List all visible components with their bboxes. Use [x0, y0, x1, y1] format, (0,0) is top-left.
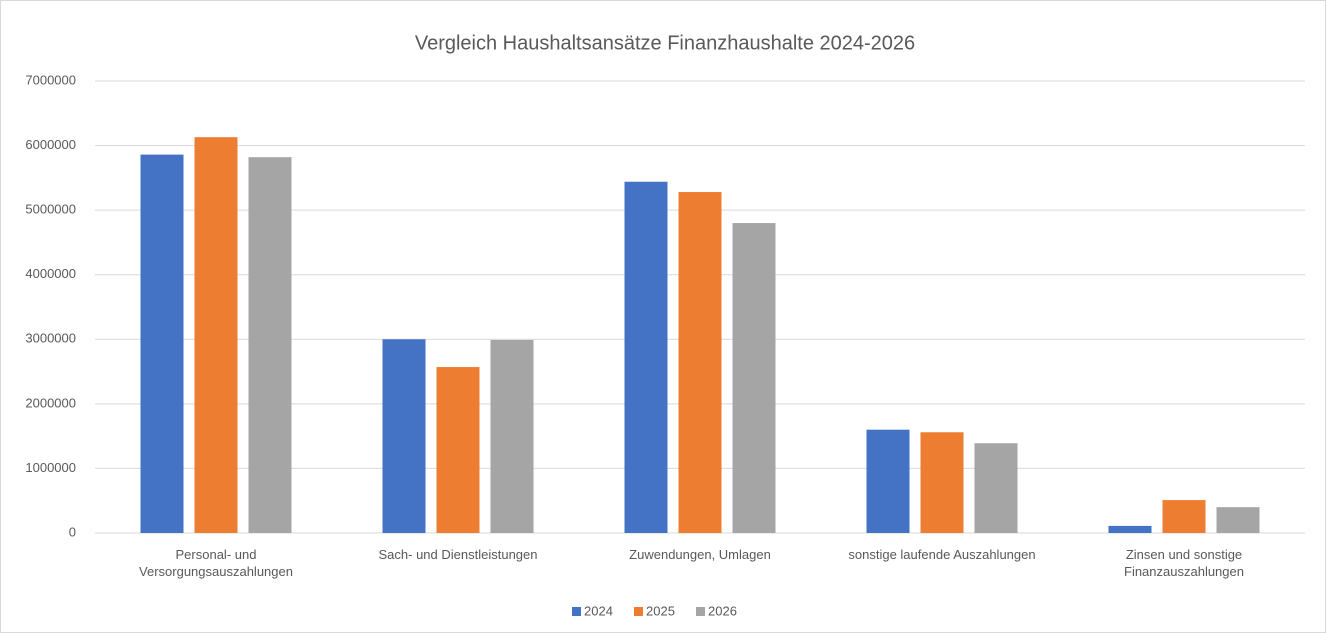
x-tick-label: Zinsen und sonstige Finanzauszahlungen	[1124, 547, 1244, 579]
chart-title: Vergleich Haushaltsansätze Finanzhaushal…	[415, 32, 915, 54]
y-tick-label: 1000000	[25, 460, 76, 475]
bar	[490, 339, 534, 533]
y-tick-label: 5000000	[25, 202, 76, 217]
bar	[194, 137, 238, 534]
legend-label: 2026	[708, 603, 737, 618]
bar	[678, 192, 722, 533]
y-tick-label: 7000000	[25, 72, 76, 87]
bar	[436, 367, 480, 533]
y-tick-label: 2000000	[25, 395, 76, 410]
bar	[382, 339, 426, 533]
bar	[1216, 507, 1260, 533]
x-tick-label: sonstige laufende Auszahlungen	[848, 547, 1036, 562]
y-tick-label: 4000000	[25, 266, 76, 281]
bar	[866, 429, 910, 533]
y-tick-label: 3000000	[25, 331, 76, 346]
legend-swatch	[572, 607, 581, 616]
x-tick-label: Zuwendungen, Umlagen	[629, 547, 771, 562]
y-tick-label: 0	[69, 524, 76, 539]
bar	[624, 181, 668, 533]
bar	[1162, 500, 1206, 533]
bar	[920, 432, 964, 533]
bar	[248, 157, 292, 534]
bar	[140, 154, 184, 533]
bar	[1108, 525, 1152, 533]
x-tick-label: Personal- und Versorgungsauszahlungen	[139, 547, 293, 579]
legend-label: 2024	[584, 603, 613, 618]
bar	[732, 223, 776, 534]
bar	[974, 443, 1018, 533]
y-tick-label: 6000000	[25, 137, 76, 152]
legend-swatch	[634, 607, 643, 616]
x-tick-label: Sach- und Dienstleistungen	[378, 547, 538, 562]
legend-swatch	[696, 607, 705, 616]
legend-label: 2025	[646, 603, 675, 618]
